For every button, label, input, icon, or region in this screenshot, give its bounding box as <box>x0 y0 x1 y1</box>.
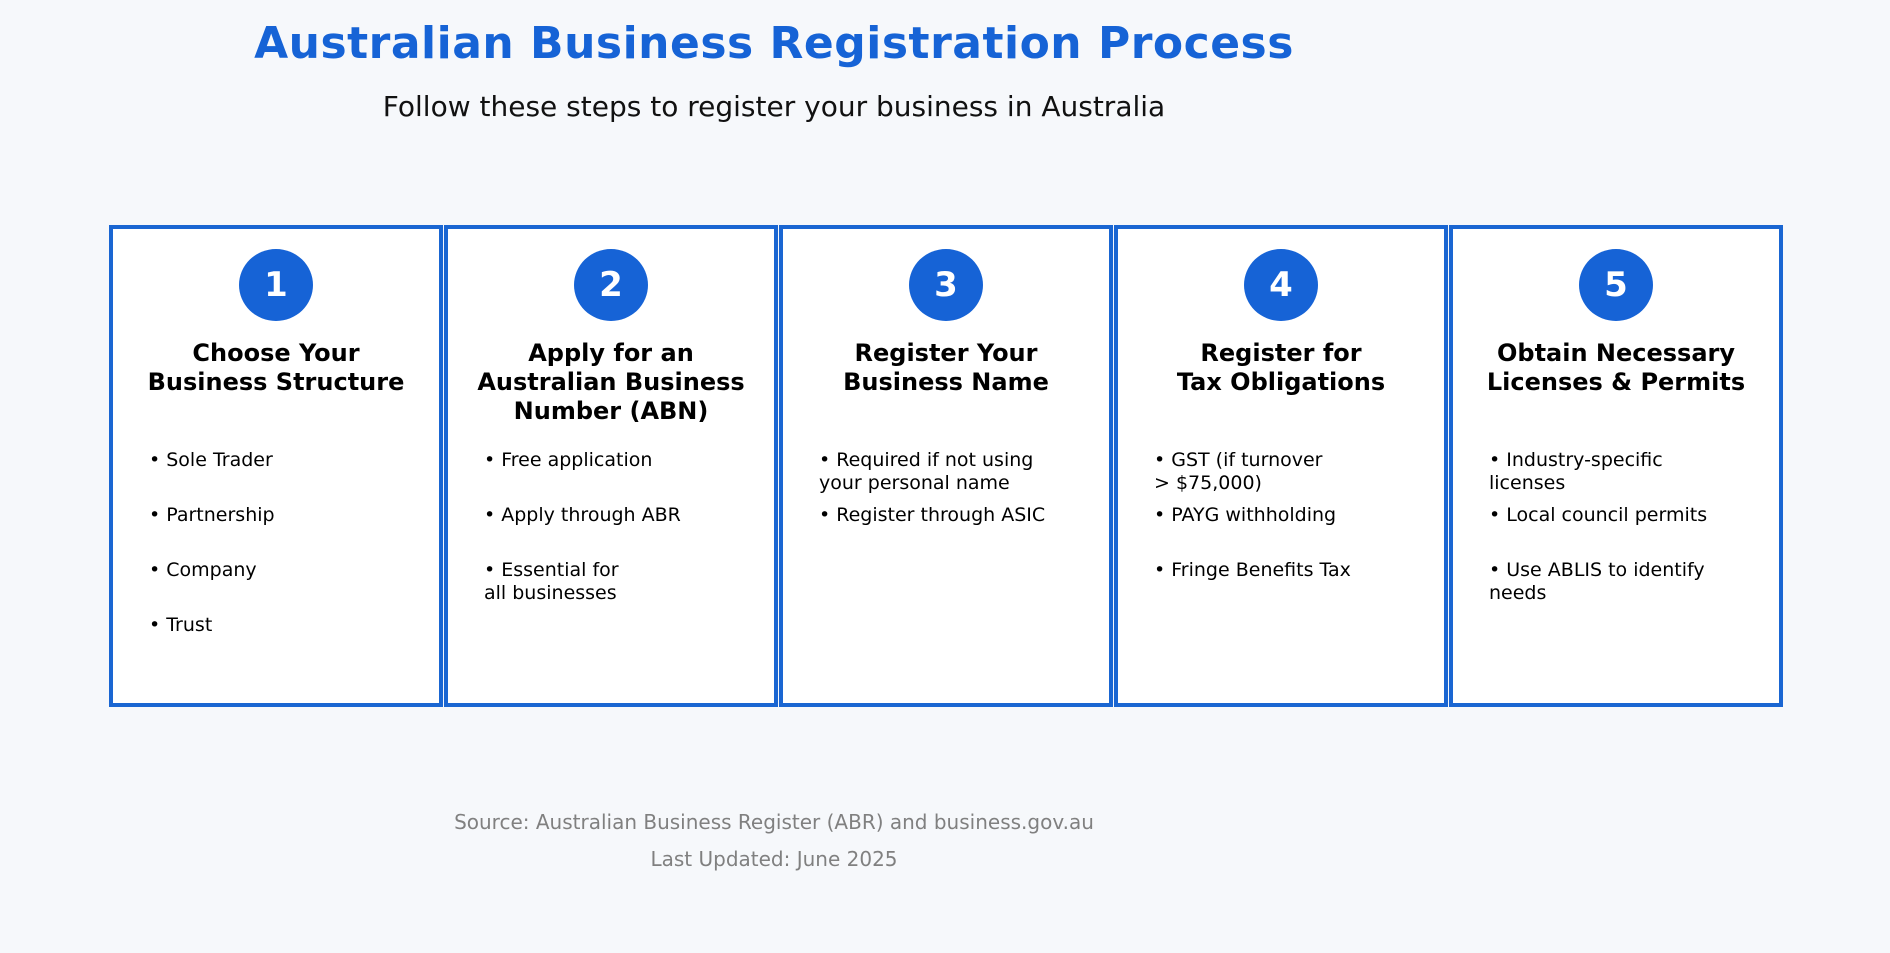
bullet-item: • Required if not using your personal na… <box>819 449 1034 494</box>
bullet-item: • Register through ASIC <box>819 504 1046 526</box>
bullet-item: • Industry-specific licenses <box>1489 449 1663 494</box>
page-title: Australian Business Registration Process <box>254 18 1294 69</box>
step-title: Apply for an Australian Business Number … <box>477 339 745 425</box>
step-title: Choose Your Business Structure <box>147 339 405 396</box>
step-card-2: 2 Apply for an Australian Business Numbe… <box>444 225 778 707</box>
bullet-item: • Use ABLIS to identify needs <box>1489 559 1705 604</box>
page-subtitle: Follow these steps to register your busi… <box>382 90 1166 123</box>
step-title: Register Your Business Name <box>843 339 1049 396</box>
bullet-item: • GST (if turnover > $75,000) <box>1154 449 1323 494</box>
bullet-item: • Partnership <box>149 504 275 526</box>
step-number-badge: 5 <box>1579 249 1653 321</box>
steps-container: 1 Choose Your Business Structure • Sole … <box>109 225 1783 707</box>
step-bullet-list: • Industry-specific licenses • Local cou… <box>1489 449 1771 614</box>
step-number-badge: 2 <box>574 249 648 321</box>
bullet-item: • Sole Trader <box>149 449 273 471</box>
step-title: Register for Tax Obligations <box>1176 339 1386 396</box>
bullet-item: • Free application <box>484 449 653 471</box>
step-number-badge: 4 <box>1244 249 1318 321</box>
last-updated-note: Last Updated: June 2025 <box>650 847 898 871</box>
step-card-4: 4 Register for Tax Obligations • GST (if… <box>1114 225 1448 707</box>
step-card-3: 3 Register Your Business Name • Required… <box>779 225 1113 707</box>
step-bullet-list: • GST (if turnover > $75,000) • PAYG wit… <box>1154 449 1436 614</box>
step-number-badge: 1 <box>239 249 313 321</box>
bullet-item: • Apply through ABR <box>484 504 681 526</box>
bullet-item: • Fringe Benefits Tax <box>1154 559 1351 581</box>
bullet-item: • Local council permits <box>1489 504 1708 526</box>
bullet-item: • PAYG withholding <box>1154 504 1337 526</box>
step-card-5: 5 Obtain Necessary Licenses & Permits • … <box>1449 225 1783 707</box>
bullet-item: • Essential for all businesses <box>484 559 619 604</box>
bullet-item: • Trust <box>149 614 213 636</box>
step-bullet-list: • Required if not using your personal na… <box>819 449 1101 536</box>
step-number-badge: 3 <box>909 249 983 321</box>
bullet-item: • Company <box>149 559 257 581</box>
step-bullet-list: • Free application • Apply through ABR •… <box>484 449 766 614</box>
step-bullet-list: • Sole Trader • Partnership • Company • … <box>149 449 431 669</box>
step-card-1: 1 Choose Your Business Structure • Sole … <box>109 225 443 707</box>
step-title: Obtain Necessary Licenses & Permits <box>1486 339 1746 396</box>
source-note: Source: Australian Business Register (AB… <box>454 810 1094 834</box>
